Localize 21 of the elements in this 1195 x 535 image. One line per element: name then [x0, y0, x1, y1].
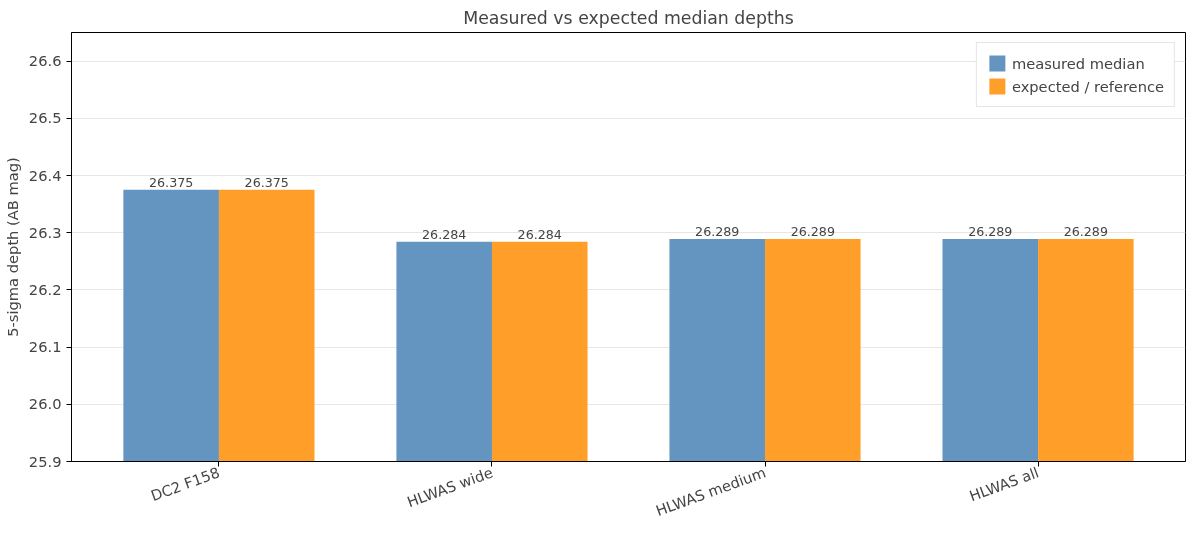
y-axis-title: 5-sigma depth (AB mag)	[3, 157, 21, 337]
data-label: 26.289	[1063, 223, 1108, 239]
x-tick-label: DC2 F158	[148, 463, 222, 505]
y-tick-label: 26.4	[28, 166, 62, 184]
data-label: 26.289	[790, 223, 835, 239]
chart-title: Measured vs expected median depths	[463, 7, 794, 28]
y-tick-label: 25.9	[28, 452, 62, 470]
y-tick-label: 26.6	[28, 52, 62, 70]
y-tick-label: 26.1	[28, 338, 62, 356]
data-label: 26.284	[517, 226, 562, 242]
data-label: 26.284	[422, 226, 467, 242]
y-tick-label: 26.0	[28, 395, 62, 413]
legend-label: expected / reference	[1011, 77, 1164, 95]
y-tick-label: 26.2	[28, 280, 62, 298]
y-tick-label: 26.3	[28, 223, 62, 241]
data-label: 26.375	[149, 174, 194, 190]
data-label: 26.289	[968, 223, 1013, 239]
data-label: 26.375	[244, 174, 289, 190]
y-tick-label: 26.5	[28, 109, 62, 127]
legend-label: measured median	[1011, 54, 1145, 72]
data-label: 26.289	[695, 223, 740, 239]
